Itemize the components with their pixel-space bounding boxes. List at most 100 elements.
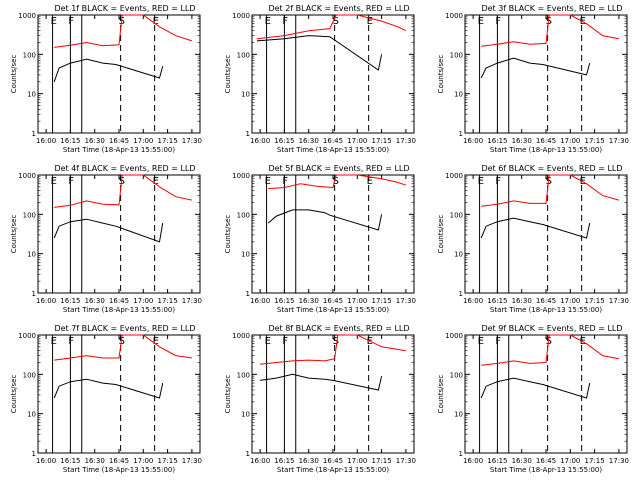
x-tick-label: 16:45	[536, 297, 556, 305]
y-tick-label: 1000	[232, 172, 250, 180]
y-tick-label: 10	[27, 91, 36, 99]
event-marker-label: F	[68, 16, 74, 27]
y-tick-label: 1	[459, 450, 463, 458]
x-tick-label: 16:30	[85, 457, 105, 465]
y-tick-label: 1	[32, 290, 36, 298]
plot-panel-5: Det 5f BLACK = Events, RED = LLD 1 10 100 10…	[224, 164, 416, 314]
plot-title: Det 6f BLACK = Events, RED = LLD	[481, 164, 622, 173]
x-tick-label: 16:30	[299, 137, 319, 145]
x-axis-label: Start Time (18-Apr-13 15:55:00)	[490, 146, 602, 154]
y-axis-label: Counts/sec	[437, 215, 445, 254]
plot-panel-8: Det 8f BLACK = Events, RED = LLD 1 10 100 10…	[224, 324, 416, 474]
plot-title: Det 2f BLACK = Events, RED = LLD	[268, 4, 409, 13]
event-marker-label: F	[282, 336, 288, 347]
event-marker-label: E	[478, 16, 484, 27]
event-marker-label: E	[153, 16, 159, 27]
event-marker-label: E	[367, 16, 373, 27]
event-marker-label: E	[265, 336, 271, 347]
plot-frame	[37, 334, 201, 454]
events-series-line	[480, 377, 591, 399]
plot-frame	[37, 14, 201, 134]
x-axis-label: Start Time (18-Apr-13 15:55:00)	[63, 306, 175, 314]
x-tick-label: 16:00	[36, 457, 56, 465]
event-marker-label: S	[333, 336, 339, 347]
y-tick-label: 10	[27, 411, 36, 419]
y-axis-label: Counts/sec	[224, 375, 232, 414]
y-tick-label: 10	[241, 411, 250, 419]
x-tick-label: 17:00	[560, 457, 580, 465]
events-series-line	[267, 209, 383, 231]
x-tick-label: 17:15	[372, 457, 392, 465]
x-tick-label: 16:30	[299, 297, 319, 305]
x-tick-label: 16:15	[487, 137, 507, 145]
x-tick-label: 17:15	[372, 297, 392, 305]
x-tick-label: 16:45	[536, 457, 556, 465]
y-tick-label: 100	[23, 211, 36, 219]
y-tick-label: 100	[23, 371, 36, 379]
y-axis-label: Counts/sec	[224, 215, 232, 254]
y-tick-label: 1000	[445, 332, 463, 340]
x-tick-label: 17:00	[133, 457, 153, 465]
event-marker-label: E	[51, 176, 57, 187]
y-tick-label: 1000	[18, 172, 36, 180]
plot-title: Det 4f BLACK = Events, RED = LLD	[54, 164, 195, 173]
x-tick-label: 17:30	[609, 457, 629, 465]
x-tick-label: 16:30	[512, 297, 532, 305]
x-tick-label: 17:15	[372, 137, 392, 145]
y-tick-label: 1	[459, 130, 463, 138]
x-tick-label: 17:00	[347, 137, 367, 145]
event-marker-label: F	[282, 16, 288, 27]
x-tick-label: 16:45	[109, 457, 129, 465]
x-tick-label: 16:30	[85, 297, 105, 305]
events-series-line	[53, 378, 164, 399]
x-tick-label: 16:00	[36, 137, 56, 145]
plot-panel-3: Det 3f BLACK = Events, RED = LLD 1 10 100 10…	[437, 4, 629, 154]
lld-series-line	[260, 334, 406, 365]
x-tick-label: 16:30	[85, 137, 105, 145]
x-tick-label: 17:15	[158, 297, 178, 305]
y-tick-label: 100	[23, 51, 36, 59]
events-series-line	[480, 57, 591, 79]
plot-title: Det 5f BLACK = Events, RED = LLD	[268, 164, 409, 173]
x-tick-label: 16:00	[463, 457, 483, 465]
y-tick-label: 100	[237, 211, 250, 219]
plot-panel-6: Det 6f BLACK = Events, RED = LLD 1 10 100 10…	[437, 164, 629, 314]
plot-title: Det 7f BLACK = Events, RED = LLD	[54, 324, 195, 333]
lld-series-line	[54, 14, 193, 48]
y-tick-label: 100	[237, 51, 250, 59]
x-axis-label: Start Time (18-Apr-13 15:55:00)	[490, 306, 602, 314]
y-axis-label: Counts/sec	[10, 55, 18, 94]
x-tick-label: 17:30	[182, 297, 202, 305]
x-tick-label: 16:15	[60, 457, 80, 465]
y-axis-label: Counts/sec	[437, 55, 445, 94]
x-tick-label: 16:00	[463, 297, 483, 305]
events-series-line	[53, 218, 164, 243]
x-axis-label: Start Time (18-Apr-13 15:55:00)	[277, 146, 389, 154]
x-tick-label: 17:15	[585, 137, 605, 145]
event-marker-label: E	[51, 16, 57, 27]
plot-title: Det 1f BLACK = Events, RED = LLD	[54, 4, 195, 13]
x-tick-label: 17:00	[133, 297, 153, 305]
x-tick-label: 17:30	[182, 457, 202, 465]
y-axis-label: Counts/sec	[10, 215, 18, 254]
plot-title: Det 9f BLACK = Events, RED = LLD	[481, 324, 622, 333]
plot-panel-9: Det 9f BLACK = Events, RED = LLD 1 10 100 10…	[437, 324, 629, 474]
x-tick-label: 16:30	[299, 457, 319, 465]
y-tick-label: 1	[32, 450, 36, 458]
x-tick-label: 16:15	[487, 457, 507, 465]
event-marker-label: E	[367, 176, 373, 187]
x-axis-label: Start Time (18-Apr-13 15:55:00)	[490, 466, 602, 474]
y-tick-label: 1	[246, 450, 250, 458]
x-tick-label: 17:30	[609, 137, 629, 145]
plot-title: Det 8f BLACK = Events, RED = LLD	[268, 324, 409, 333]
lld-series-line	[481, 14, 619, 47]
x-tick-label: 16:00	[250, 137, 270, 145]
lld-series-line	[54, 174, 193, 208]
x-tick-label: 17:15	[158, 457, 178, 465]
y-tick-label: 10	[27, 251, 36, 259]
x-tick-label: 17:00	[560, 137, 580, 145]
lld-series-line	[54, 334, 192, 361]
y-tick-label: 100	[450, 371, 463, 379]
plot-frame	[251, 334, 415, 454]
